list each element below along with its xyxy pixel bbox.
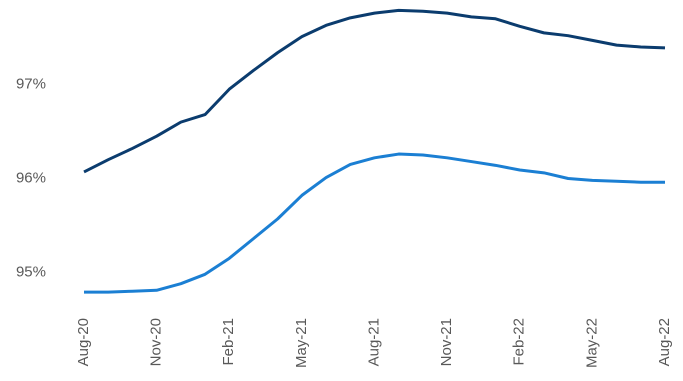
x-tick-label: Feb-21 [220,318,237,366]
y-tick-label: 95% [16,263,46,280]
y-tick-label: 97% [16,76,46,93]
x-tick-label: May-22 [583,318,600,368]
x-tick-label: Feb-22 [511,318,528,366]
line-series [84,152,665,294]
y-tick-label: 96% [16,169,46,186]
x-tick-label: Nov-20 [148,318,165,366]
x-tick-label: Aug-21 [365,318,382,366]
line-series [83,8,666,174]
x-tick-label: May-21 [293,318,310,368]
x-tick-label: Aug-20 [75,318,92,366]
x-tick-label: Aug-22 [656,318,673,366]
x-tick-label: Nov-21 [438,318,455,366]
